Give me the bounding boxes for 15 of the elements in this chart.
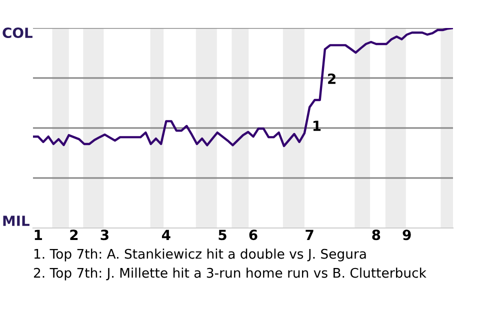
text: COL [2,28,32,38]
x-tick-label: 3 [100,230,108,240]
text: 2. Top 7th: J. Millette hit a 3-run home run vs B. Clutterbuck [34,268,426,280]
text: 1. Top 7th: A. Stankiewicz hit a double vs J. Segura [34,248,366,262]
annotation: 2 [328,74,336,84]
x-tick-label: 4 [162,230,170,240]
x-tick-label: 6 [249,230,258,240]
x-tick-label: 5 [218,230,226,240]
x-tick-label: 9 [402,230,411,240]
x-tick-label: 2 [70,230,78,240]
x-tick-label: 8 [372,230,380,240]
x-tick-label: 7 [306,230,314,240]
annotation: 1 [313,120,321,131]
text: MIL [3,216,30,226]
x-tick-label: 1 [34,230,42,240]
